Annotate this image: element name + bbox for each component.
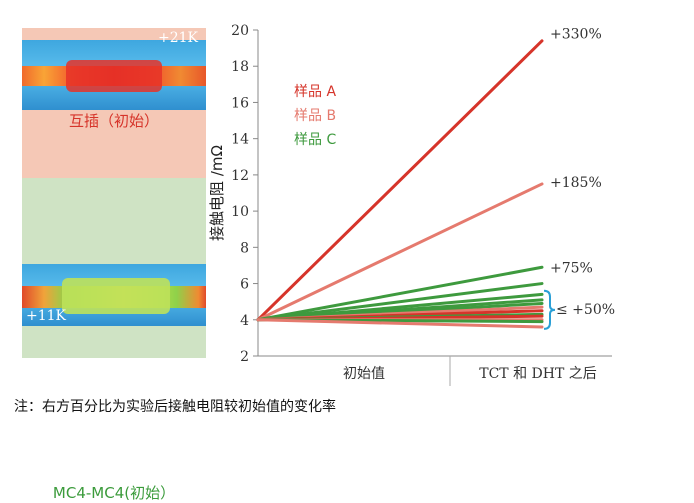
- x-axis-labels: 初始值 TCT 和 DHT 之后: [343, 365, 597, 382]
- thermal-bottom-section: +11K MC4-MC4(初始）: [22, 178, 206, 502]
- y-axis-title: 接触电阻 /mΩ: [208, 145, 226, 241]
- y-tick-label: 4: [240, 313, 249, 329]
- y-tick-label: 2: [240, 349, 249, 365]
- legend-entry: 样品 A: [294, 84, 336, 100]
- legend: 样品 A 样品 B 样品 C: [294, 84, 336, 148]
- hot-core: [66, 60, 162, 92]
- legend-entry: 样品 C: [294, 132, 336, 148]
- series-line-3: [256, 265, 544, 322]
- thermal-image-panel: +21K 互插（初始） +11K MC4-MC4(初始）: [22, 28, 206, 502]
- thermal-top-section: +21K 互插（初始）: [22, 28, 206, 178]
- thermal-image-bottom: +11K: [22, 264, 206, 326]
- series-line-14: [256, 318, 544, 329]
- y-tick-label: 16: [231, 95, 249, 111]
- percent-label: +330%: [550, 27, 602, 43]
- series-line-1: [256, 39, 544, 322]
- percent-label: ≤ +50%: [556, 302, 615, 318]
- y-tick-label: 14: [231, 132, 249, 148]
- thermal-image-top: [22, 40, 206, 110]
- legend-entry: 样品 B: [294, 108, 336, 124]
- warm-core: [62, 278, 170, 314]
- bottom-caption: MC4-MC4(初始）: [52, 484, 176, 502]
- top-temperature-label: +21K: [157, 30, 198, 46]
- percent-annotations: +330% +185% +75% ≤ +50%: [550, 27, 615, 318]
- y-tick-label: 12: [231, 168, 249, 184]
- y-tick-label: 8: [240, 240, 249, 256]
- x-tick-label: 初始值: [343, 365, 385, 382]
- x-tick-label: TCT 和 DHT 之后: [479, 366, 597, 382]
- y-axis-ticks: 2 4 6 8 10 12 14 16 18 20: [231, 23, 258, 365]
- y-tick-label: 10: [231, 204, 249, 220]
- resistance-line-chart: 2 4 6 8 10 12 14 16 18 20 初始值 TCT 和 DHT 之后 接触电阻 /m…: [208, 23, 615, 386]
- footnote: 注：右方百分比为实验后接触电阻较初始值的变化率: [14, 399, 336, 415]
- percent-label: +75%: [550, 260, 593, 276]
- series-lines: [256, 39, 544, 329]
- y-tick-label: 18: [231, 59, 249, 75]
- brace-marker: [543, 289, 556, 330]
- bottom-temperature-label: +11K: [26, 308, 67, 324]
- y-tick-label: 20: [231, 23, 249, 39]
- y-tick-label: 6: [240, 277, 249, 293]
- series-line-2: [256, 182, 544, 322]
- percent-label: +185%: [550, 175, 602, 191]
- series-line-4: [256, 282, 544, 322]
- top-caption: 互插（初始）: [68, 112, 159, 130]
